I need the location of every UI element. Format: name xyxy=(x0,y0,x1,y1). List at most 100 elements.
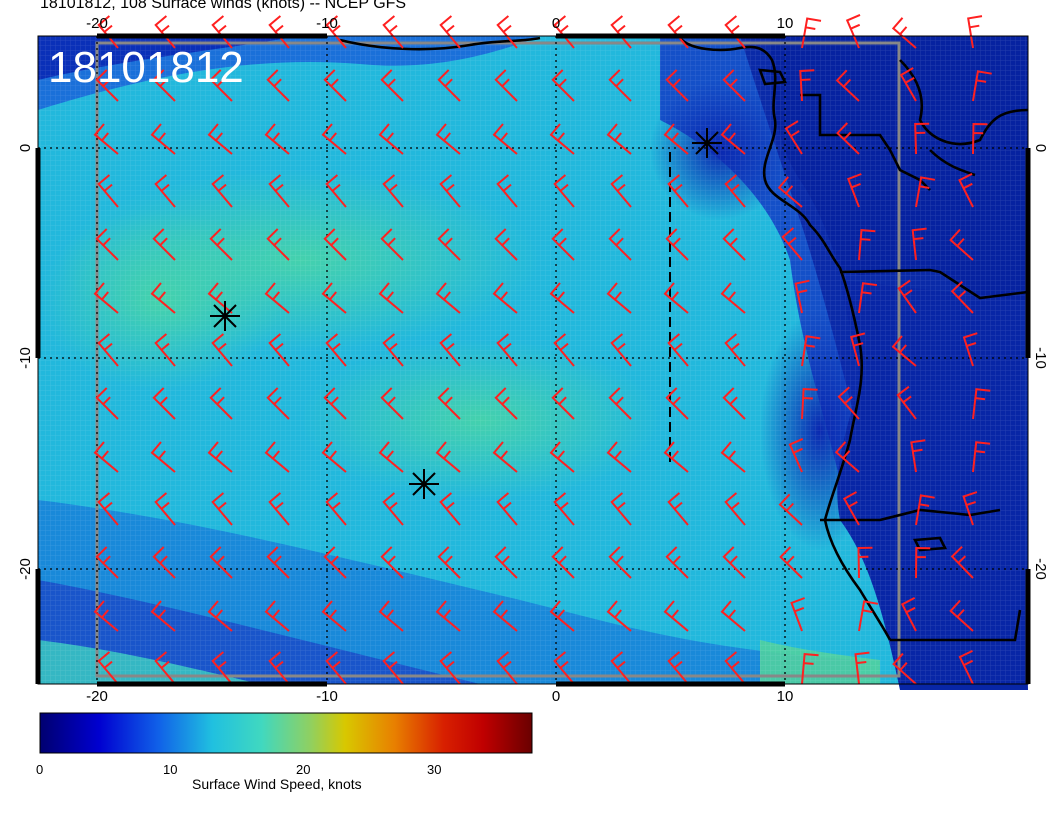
wind-barb xyxy=(382,333,404,367)
lon-tick-top: -20 xyxy=(86,15,108,32)
wind-barb xyxy=(211,492,233,526)
lat-tick-left: -10 xyxy=(17,347,34,369)
colorbar xyxy=(39,712,533,754)
colorbar-title: Surface Wind Speed, knots xyxy=(192,776,362,792)
wind-barb xyxy=(97,651,119,685)
wind-barb xyxy=(211,174,233,208)
wind-barb xyxy=(264,282,290,314)
wind-barb xyxy=(266,387,290,420)
wind-barb xyxy=(437,69,461,102)
wind-barb xyxy=(667,15,689,49)
wind-barb xyxy=(437,546,461,579)
wind-barb xyxy=(801,387,818,420)
wind-barb xyxy=(606,282,632,314)
wind-barb xyxy=(494,546,518,579)
wind-barb xyxy=(378,282,404,314)
wind-barb xyxy=(154,15,176,49)
wind-barb xyxy=(154,492,176,526)
wind-barb xyxy=(378,600,404,632)
lat-tick-right: -10 xyxy=(1032,347,1049,369)
wind-barb xyxy=(836,122,860,155)
wind-barb xyxy=(720,600,746,632)
wind-barb xyxy=(93,600,119,632)
wind-barb xyxy=(211,651,233,685)
wind-barb xyxy=(551,387,575,420)
lat-ticks-left: 0 -10 -20 xyxy=(17,144,34,580)
wind-barb xyxy=(95,387,119,420)
wind-barb xyxy=(439,333,461,367)
wind-barb xyxy=(549,123,575,155)
wind-barb xyxy=(439,15,461,49)
wind-barb xyxy=(665,69,689,102)
lon-tick-bottom: 10 xyxy=(777,688,794,705)
wind-barb xyxy=(266,69,290,102)
star-markers xyxy=(210,128,722,499)
wind-barb xyxy=(606,441,632,473)
wind-barb xyxy=(914,122,930,155)
wind-barb xyxy=(799,69,815,102)
wind-barb xyxy=(667,333,689,367)
wind-barb xyxy=(553,333,575,367)
wind-barb xyxy=(93,123,119,155)
wind-barb xyxy=(834,441,860,473)
wind-barb xyxy=(722,546,746,579)
wind-barb xyxy=(95,69,119,102)
wind-barb xyxy=(915,546,931,579)
wind-barb xyxy=(152,546,176,579)
wind-barb xyxy=(553,651,575,685)
wind-barb xyxy=(663,600,689,632)
wind-barb xyxy=(494,69,518,102)
wind-barb xyxy=(724,651,746,685)
wind-barb xyxy=(325,492,347,526)
wind-barb xyxy=(794,279,810,314)
wind-barb xyxy=(665,228,689,261)
lat-ticks-right: 0 -10 -20 xyxy=(1032,144,1049,580)
wind-barb xyxy=(268,651,290,685)
wind-barb xyxy=(801,17,822,49)
wind-barb xyxy=(972,122,988,155)
graticule xyxy=(38,36,1028,684)
wind-barb xyxy=(268,174,290,208)
wind-barb xyxy=(779,546,803,579)
wind-barb xyxy=(323,69,347,102)
lon-ticks-bottom: -20 -10 0 10 xyxy=(86,688,793,705)
wind-barb xyxy=(439,651,461,685)
wind-barb xyxy=(492,282,518,314)
wind-barb xyxy=(950,545,974,579)
wind-barb xyxy=(382,492,404,526)
wind-barb xyxy=(264,600,290,632)
wind-barb xyxy=(150,123,176,155)
wind-barb xyxy=(380,546,404,579)
wind-barb xyxy=(152,69,176,102)
wind-barb xyxy=(93,441,119,473)
map-title: 18101812, 108 Surface winds (knots) -- N… xyxy=(40,0,407,12)
wind-barb xyxy=(724,492,746,526)
star-marker-icon xyxy=(692,128,722,158)
wind-barb xyxy=(152,228,176,261)
wind-barb xyxy=(845,13,861,49)
wind-barb xyxy=(496,492,518,526)
wind-barb xyxy=(150,282,176,314)
wind-barb xyxy=(437,228,461,261)
wind-barb xyxy=(847,173,862,208)
wind-barb xyxy=(915,176,936,208)
wind-barb xyxy=(321,282,347,314)
wind-barb xyxy=(325,651,347,685)
wind-barb xyxy=(97,333,119,367)
wind-barb xyxy=(892,652,917,685)
wind-barb xyxy=(268,15,290,49)
wind-barb xyxy=(899,67,917,102)
wind-barb xyxy=(95,228,119,261)
wind-barb xyxy=(837,386,860,420)
wind-barb xyxy=(496,174,518,208)
wind-barb xyxy=(382,174,404,208)
wind-barb xyxy=(608,228,632,261)
wind-barb xyxy=(610,333,632,367)
wind-barb xyxy=(437,387,461,420)
wind-barb xyxy=(553,174,575,208)
wind-barb xyxy=(268,492,290,526)
wind-barb xyxy=(900,597,917,632)
star-marker-icon xyxy=(409,469,439,499)
wind-barb xyxy=(553,15,575,49)
